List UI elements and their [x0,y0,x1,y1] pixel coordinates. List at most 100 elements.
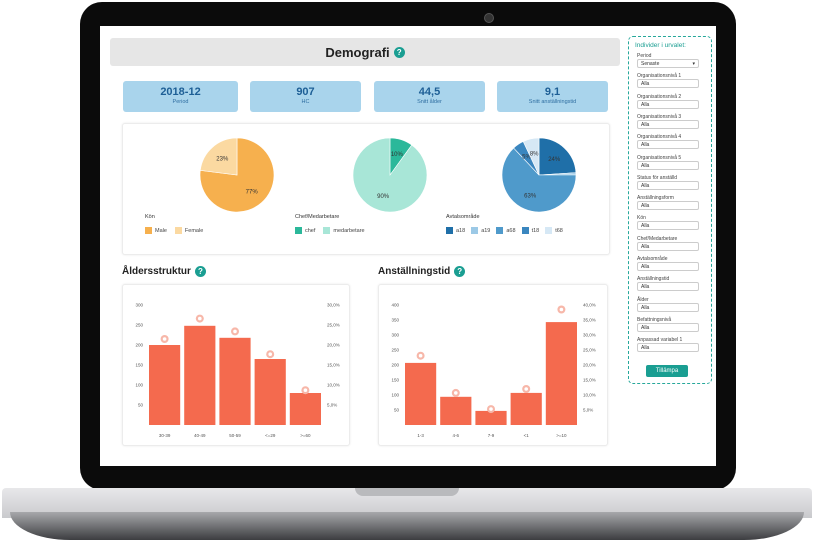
legend-swatch [521,227,529,234]
filter-select[interactable]: Alla [637,79,699,89]
apply-button[interactable]: Tillämpa [646,365,688,377]
pie-title-chef: Chef/Medarbetare [295,214,340,220]
filter-select[interactable]: Alla [637,241,699,251]
filter-select[interactable]: Alla [637,262,699,271]
help-icon[interactable]: ? [194,266,206,277]
legend-label: t18 [531,227,540,234]
y2-tick-label: 15,0% [583,378,596,383]
filter-label: Organisationsnivå 3 [637,113,682,120]
legend-swatch [496,227,504,234]
legend-item-a18[interactable]: a18 [446,227,465,234]
legend-label: a19 [481,227,491,234]
filter-select[interactable]: Alla [637,99,699,109]
pie-slice-Female[interactable] [199,137,238,176]
y2-tick-label: 5,0% [327,403,337,408]
legend-kon: Male Female [145,227,203,234]
x-tick-label: <=29 [265,433,276,438]
legend-swatch [295,227,302,234]
kpi-hc: 907 HC [250,81,361,112]
bar-1-3[interactable] [405,362,437,425]
y2-tick-label: 30,0% [327,303,340,308]
kpi-tenure: 9,1 Snitt anställningstid [497,81,608,112]
y2-tick-label: 25,0% [583,348,596,353]
filter-label: Chef/Medarbetare [637,235,678,242]
filter-select[interactable]: Alla [637,221,699,231]
filter-label: Ålder [637,296,649,303]
help-icon[interactable]: ? [454,266,466,277]
bar-30-39[interactable] [149,345,181,425]
filter-select[interactable]: Alla [637,322,699,332]
legend-item-chef[interactable]: chef [295,227,315,234]
bar->=60[interactable] [289,393,321,425]
pie-slice-medarbetare[interactable] [352,137,428,213]
pie-label: 24% [548,157,561,163]
legend-swatch [323,227,331,234]
pie-slice-a18[interactable] [538,137,577,176]
pie-slice-Male[interactable] [199,137,275,213]
legend-swatch [471,227,479,234]
bar-7-9[interactable] [475,410,507,425]
help-icon[interactable]: ? [393,46,405,58]
filter-select[interactable]: Alla [637,302,699,312]
filter-select[interactable]: Alla [637,119,699,129]
y2-tick-label: 35,0% [583,318,596,323]
filter-select[interactable]: Senaste ▾ [637,59,699,68]
line-point-inner [162,337,167,341]
y2-tick-label: 10,0% [583,393,596,398]
kpi-age: 44,5 Snitt ålder [374,81,485,112]
legend-item-medarbetare[interactable]: medarbetare [323,227,365,234]
filter-select[interactable]: Alla [637,180,699,190]
y2-tick-label: 20,0% [327,343,340,348]
legend-item-t68[interactable]: t68 [545,227,563,234]
pie-slice-a68[interactable] [501,147,577,213]
sidebar-title: Individer i urvalet: [635,42,686,49]
bar-40-49[interactable] [184,325,216,425]
filter-label: Befattningsnivå [637,316,672,323]
filter-select[interactable]: Alla [637,343,699,353]
filter-label: Organisationsnivå 1 [637,73,682,80]
filter-select[interactable]: Alla [637,201,699,211]
page-header: Demografi ? [110,38,620,66]
x-tick-label: 4-6 [453,433,460,438]
pie-title-kon: Kön [145,214,155,220]
filter-label: Kön [637,215,646,222]
filter-select[interactable]: Alla [637,160,699,170]
filter-select[interactable]: Alla [637,282,699,292]
bar-50-59[interactable] [219,337,251,425]
camera [484,13,494,23]
filter-select[interactable]: Alla [637,140,699,150]
y-tick-label: 200 [135,343,143,348]
pie-slice-t68[interactable] [522,137,540,176]
y2-tick-label: 15,0% [327,363,340,368]
filter-label: Organisationsnivå 4 [637,134,682,141]
legend-item-Female[interactable]: Female [174,227,203,234]
line-point-inner [268,352,272,356]
bar-4-6[interactable] [440,396,472,425]
laptop-base-bottom [10,512,804,540]
bar-<=29[interactable] [254,359,286,425]
y-tick-label: 250 [135,323,143,328]
kpi-label: HC [301,99,310,105]
legend-item-a19[interactable]: a19 [471,227,490,234]
pie-panel: 77% 23% 10% 90% 24% 63% 5% 8% Kön Male Female Ch… [122,123,610,255]
bar-panel-anst: 400 350 300 250 200 150 100 50 40,0% 35,0% 30,0% 25… [378,284,608,446]
y-tick-label: 50 [138,403,144,408]
line-point-inner [559,307,564,312]
legend-item-t18[interactable]: t18 [521,227,540,234]
bar->=10[interactable] [545,322,577,425]
y2-tick-label: 5,0% [583,408,593,413]
y-tick-label: 150 [391,378,399,383]
legend-item-a68[interactable]: a68 [496,227,516,234]
legend-item-Male[interactable]: Male [145,227,167,234]
line-point-inner [524,387,528,391]
page-title: Demografi [325,44,390,60]
legend-label: Male [155,227,167,234]
bar-<1[interactable] [510,392,542,425]
legend-label: chef [305,227,316,234]
filter-label: Anpassad variabel 1 [637,337,683,344]
kpi-label: Snitt anställningstid [528,99,577,105]
pie-charts: 77% 23% 10% 90% 24% 63% 5%8% [199,137,577,213]
pie-label: 90% [377,194,390,200]
section-title-alder: Åldersstruktur? [122,266,206,277]
legend-label: a18 [456,227,466,234]
